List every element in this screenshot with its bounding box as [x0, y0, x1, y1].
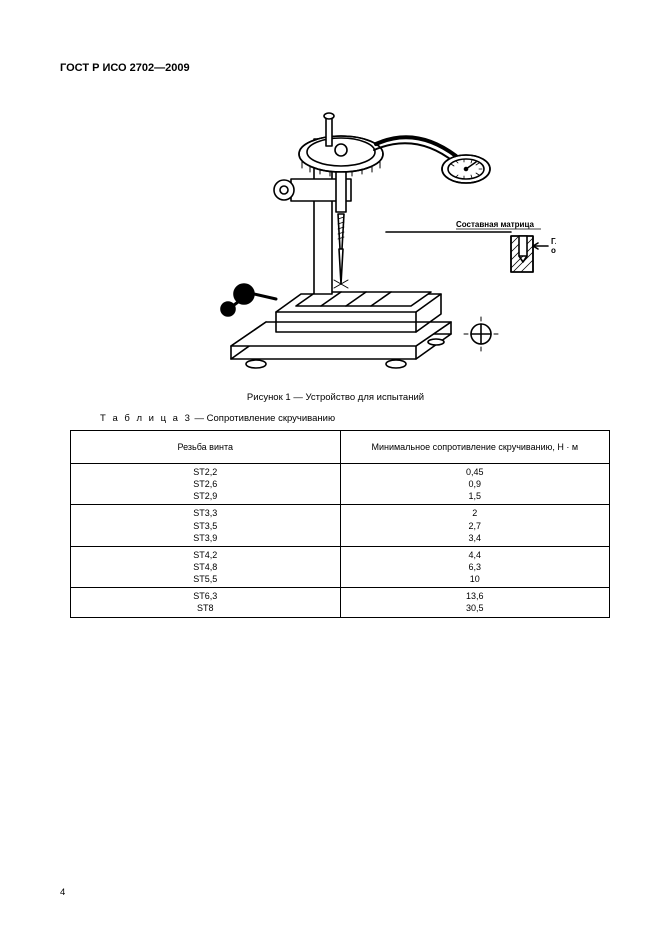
- table-row: ST6,3ST813,630,5: [71, 588, 610, 617]
- figure-caption: Рисунок 1 — Устройство для испытаний: [60, 392, 611, 403]
- table-row: ST4,2ST4,8ST5,54,46,310: [71, 546, 610, 587]
- table-cell-torque: 0,450,91,5: [340, 464, 610, 505]
- table-caption: Т а б л и ц а 3 — Сопротивление скручива…: [60, 413, 611, 424]
- table-cell-torque: 22,73,4: [340, 505, 610, 546]
- table-header-thread: Резьба винта: [71, 431, 341, 464]
- annotation-hole-l2: отверстие: [551, 246, 556, 255]
- table-caption-num: Т а б л и ц а 3: [100, 413, 192, 424]
- table-header-row: Резьба винта Минимальное сопротивление с…: [71, 431, 610, 464]
- table-row: ST2,2ST2,6ST2,90,450,91,5: [71, 464, 610, 505]
- page-number: 4: [60, 887, 65, 898]
- figure-1: Составная матрица Глухое отверстие Рисун…: [60, 84, 611, 403]
- table-cell-thread: ST6,3ST8: [71, 588, 341, 617]
- page: ГОСТ Р ИСО 2702—2009: [0, 0, 661, 936]
- document-header: ГОСТ Р ИСО 2702—2009: [60, 62, 611, 74]
- table-cell-thread: ST2,2ST2,6ST2,9: [71, 464, 341, 505]
- test-device-drawing: Составная матрица Глухое отверстие: [116, 84, 556, 384]
- table-header-torque: Минимальное сопротивление скручиванию, Н…: [340, 431, 610, 464]
- table-cell-thread: ST3,3ST3,5ST3,9: [71, 505, 341, 546]
- table-cell-torque: 13,630,5: [340, 588, 610, 617]
- table-row: ST3,3ST3,5ST3,922,73,4: [71, 505, 610, 546]
- torque-table: Резьба винта Минимальное сопротивление с…: [70, 430, 610, 618]
- table-cell-torque: 4,46,310: [340, 546, 610, 587]
- table-cell-thread: ST4,2ST4,8ST5,5: [71, 546, 341, 587]
- annotation-matrix: Составная матрица: [456, 220, 534, 229]
- table-caption-title: — Сопротивление скручиванию: [192, 413, 335, 424]
- annotation-hole-l1: Глухое: [551, 237, 556, 246]
